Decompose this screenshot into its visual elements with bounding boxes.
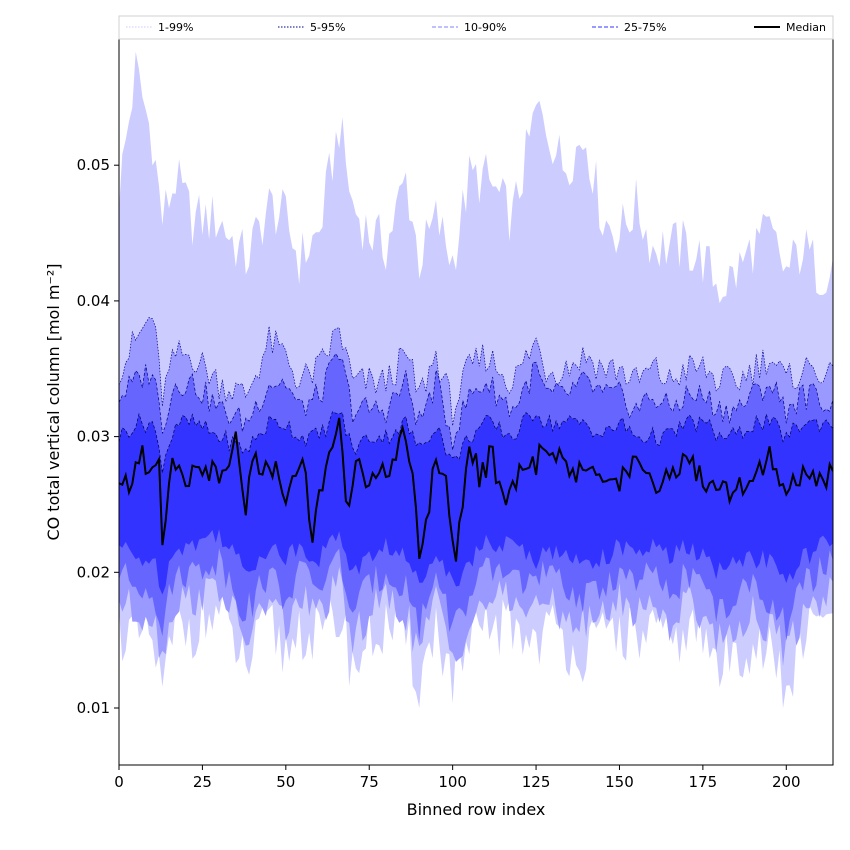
x-tick-label: 50 xyxy=(276,773,295,791)
x-tick-label: 175 xyxy=(689,773,718,791)
band-25-75% xyxy=(119,411,833,595)
legend-box xyxy=(118,15,834,40)
band-edge-25-75% xyxy=(119,411,833,473)
x-tick-label: 150 xyxy=(605,773,634,791)
legend-label: 5-95% xyxy=(310,21,345,34)
y-tick-label: 0.02 xyxy=(77,563,110,581)
x-axis: 0 25 50 75 100 125 150 175 200 xyxy=(114,765,801,791)
y-axis-label: CO total vertical column [mol m⁻²] xyxy=(44,263,63,540)
legend: 1-99% 5-95% 10-90% 25-75% Median xyxy=(118,15,834,40)
legend-label: 10-90% xyxy=(464,21,506,34)
x-tick-label: 0 xyxy=(114,773,124,791)
median-layer xyxy=(119,417,833,562)
x-tick-label: 125 xyxy=(522,773,551,791)
legend-items: 1-99% 5-95% 10-90% 25-75% Median xyxy=(126,21,826,34)
y-tick-label: 0.01 xyxy=(77,699,110,717)
y-tick-label: 0.05 xyxy=(77,156,110,174)
x-axis-label: Binned row index xyxy=(407,800,546,819)
legend-label: 1-99% xyxy=(158,21,193,34)
legend-label: Median xyxy=(786,21,826,34)
y-axis: 0.01 0.02 0.03 0.04 0.05 xyxy=(77,156,119,717)
x-tick-label: 100 xyxy=(438,773,467,791)
band-layer xyxy=(119,51,833,709)
x-tick-label: 200 xyxy=(772,773,801,791)
y-tick-label: 0.04 xyxy=(77,292,110,310)
band-edge-10-90% xyxy=(119,352,833,451)
x-tick-label: 25 xyxy=(193,773,212,791)
legend-label: 25-75% xyxy=(624,21,666,34)
y-tick-label: 0.03 xyxy=(77,428,110,446)
band-edge-5-95% xyxy=(119,317,833,426)
median-line xyxy=(119,417,833,562)
x-tick-label: 75 xyxy=(360,773,379,791)
